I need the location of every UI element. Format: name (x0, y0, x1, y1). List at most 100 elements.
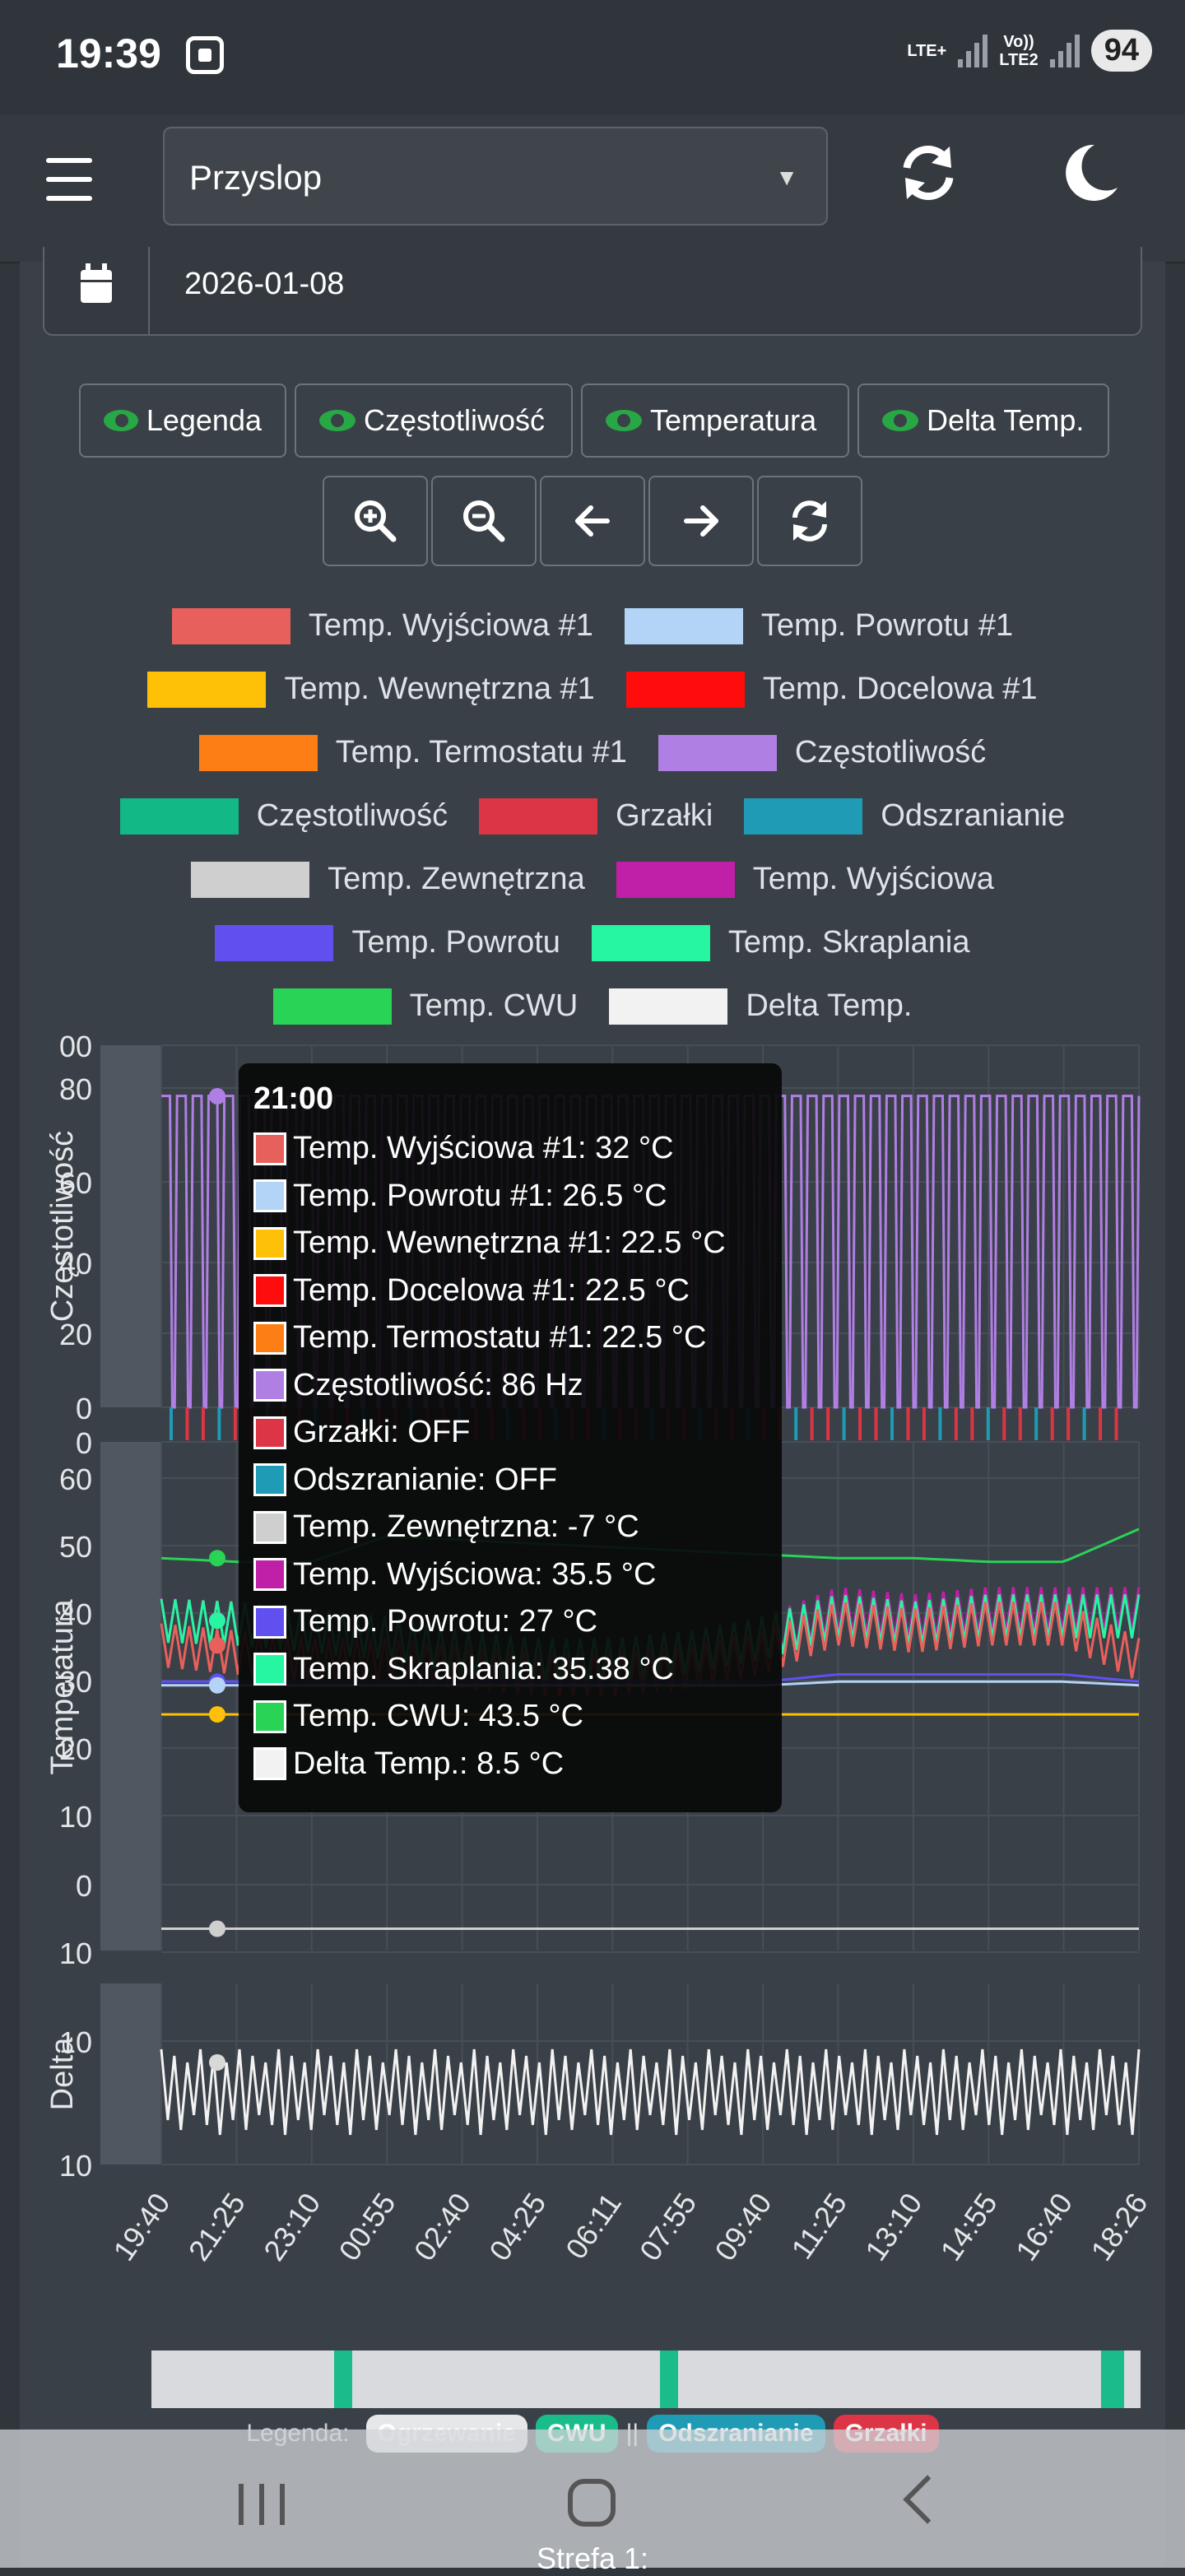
toggle-delta-button[interactable]: Delta Temp. (857, 384, 1109, 458)
y-tick-label: 10 (59, 2025, 92, 2059)
series-point (209, 1706, 225, 1723)
y-tick-label: 30 (59, 1665, 92, 1699)
zoom-out-button[interactable] (431, 476, 537, 566)
legend-swatch (625, 671, 745, 708)
state-mark (890, 1407, 894, 1440)
tooltip-swatch (253, 1700, 286, 1733)
tooltip-swatch (253, 1463, 286, 1497)
tooltip-text: Temp. CWU: 43.5 °C (293, 1699, 584, 1734)
legend-label: Temp. Powrotu (351, 925, 560, 960)
tooltip-swatch (253, 1416, 286, 1449)
legend-item[interactable]: Grzałki (479, 797, 713, 835)
x-tick-label: 00:55 (332, 2187, 402, 2267)
chart-legend: Temp. Wyjściowa #1 Temp. Powrotu #1 Temp. … (49, 594, 1136, 1038)
range-navigator[interactable] (151, 2350, 1141, 2408)
tooltip-text: Delta Temp.: 8.5 °C (293, 1746, 565, 1781)
zone-select[interactable]: Przyslop ▼ (163, 127, 828, 226)
date-picker[interactable]: 2026-01-08 (43, 247, 1142, 336)
legend-swatch (624, 607, 743, 644)
tooltip-text: Grzałki: OFF (293, 1415, 471, 1450)
tooltip-row: Częstotliwość: 86 Hz (253, 1362, 767, 1410)
legend-row: Temp. Wyjściowa #1 Temp. Powrotu #1 (49, 594, 1136, 658)
screenshot-icon (186, 36, 224, 74)
toggle-frequency-button[interactable]: Częstotliwość (295, 384, 573, 458)
legend-item[interactable]: Temp. Wyjściowa #1 (171, 607, 593, 644)
series-line-delta (160, 2048, 1141, 2136)
y-tick-label: 0 (76, 1426, 92, 1460)
moon-icon[interactable] (1057, 140, 1122, 206)
legend-swatch (609, 988, 728, 1025)
state-mark (1082, 1407, 1086, 1440)
legend-item[interactable]: Temp. Powrotu (215, 924, 560, 961)
legend-item[interactable]: Delta Temp. (609, 988, 912, 1025)
calendar-icon[interactable] (44, 247, 150, 334)
reset-zoom-button[interactable] (757, 476, 862, 566)
tooltip-text: Temp. Powrotu: 27 °C (293, 1604, 598, 1639)
date-value[interactable]: 2026-01-08 (184, 267, 345, 301)
state-mark (938, 1407, 942, 1440)
toggle-label: Temperatura (650, 403, 817, 437)
legend-item[interactable]: Temp. CWU (272, 988, 578, 1025)
tooltip-row: Temp. Zewnętrzna: -7 °C (253, 1504, 767, 1551)
toggle-temperature-button[interactable]: Temperatura (581, 384, 849, 458)
state-mark (1002, 1407, 1006, 1440)
eye-icon (319, 410, 356, 431)
y-tick-label: 0 (76, 1392, 92, 1425)
legend-item[interactable]: Temp. Termostatu #1 (198, 734, 627, 771)
tooltip-swatch (253, 1369, 286, 1402)
toggle-label: Delta Temp. (927, 403, 1085, 437)
y-tick-label: 60 (59, 1462, 92, 1496)
tooltip-row: Temp. Termostatu #1: 22.5 °C (253, 1314, 767, 1362)
legend-item[interactable]: Częstotliwość (658, 734, 986, 771)
tooltip-row: Temp. CWU: 43.5 °C (253, 1693, 767, 1741)
toggle-legend-button[interactable]: Legenda (79, 384, 286, 458)
legend-label: Częstotliwość (256, 798, 448, 833)
legend-item[interactable]: Temp. Zewnętrzna (191, 861, 585, 898)
y-tick-label: 0 (76, 1869, 92, 1903)
legend-swatch (479, 797, 598, 835)
y-tick-label: 10 (59, 1937, 92, 1970)
tooltip-swatch (253, 1226, 286, 1260)
legend-item[interactable]: Temp. Docelowa #1 (625, 671, 1038, 708)
legend-item[interactable]: Temp. Wyjściowa (616, 861, 994, 898)
tooltip-row: Odszranianie: OFF (253, 1457, 767, 1504)
series-point (209, 1550, 225, 1567)
state-mark (201, 1407, 205, 1440)
legend-swatch (171, 607, 290, 644)
tooltip-row: Grzałki: OFF (253, 1409, 767, 1457)
x-tick-label: 04:25 (482, 2187, 552, 2267)
zoom-in-button[interactable] (323, 476, 428, 566)
legend-item[interactable]: Odszranianie (744, 797, 1066, 835)
state-mark (858, 1407, 862, 1440)
pan-right-button[interactable] (648, 476, 754, 566)
legend-item[interactable]: Temp. Powrotu #1 (624, 607, 1013, 644)
back-icon[interactable] (903, 2475, 952, 2524)
series-point (209, 1612, 225, 1630)
eye-icon (104, 410, 138, 431)
refresh-icon[interactable] (895, 140, 961, 206)
x-tick-label: 19:40 (106, 2187, 176, 2267)
legend-item[interactable]: Temp. Skraplania (591, 924, 970, 961)
legend-label: Temp. Zewnętrzna (328, 862, 585, 896)
signal-icon (958, 34, 988, 67)
legend-item[interactable]: Temp. Wewnętrzna #1 (147, 671, 595, 708)
legend-swatch (147, 671, 267, 708)
eye-icon (606, 410, 642, 431)
series-point (209, 2054, 225, 2071)
legend-row: Temp. Termostatu #1 Częstotliwość (49, 721, 1136, 784)
x-tick-label: 21:25 (182, 2187, 252, 2267)
menu-icon[interactable] (46, 158, 92, 201)
legend-item[interactable]: Częstotliwość (119, 797, 448, 835)
legend-label: Odszranianie (881, 798, 1066, 833)
zoom-in-icon (355, 500, 397, 542)
legend-label: Temp. Wyjściowa #1 (308, 608, 593, 643)
state-mark (1050, 1407, 1054, 1440)
series-point (209, 1920, 225, 1937)
pan-left-button[interactable] (540, 476, 645, 566)
x-tick-label: 02:40 (407, 2187, 477, 2267)
home-icon[interactable] (568, 2479, 616, 2527)
legend-label: Temp. Skraplania (727, 925, 970, 960)
y-tick-label: 10 (59, 1800, 92, 1834)
tooltip-row: Temp. Skraplania: 35.38 °C (253, 1646, 767, 1694)
recent-apps-icon[interactable] (239, 2484, 285, 2525)
